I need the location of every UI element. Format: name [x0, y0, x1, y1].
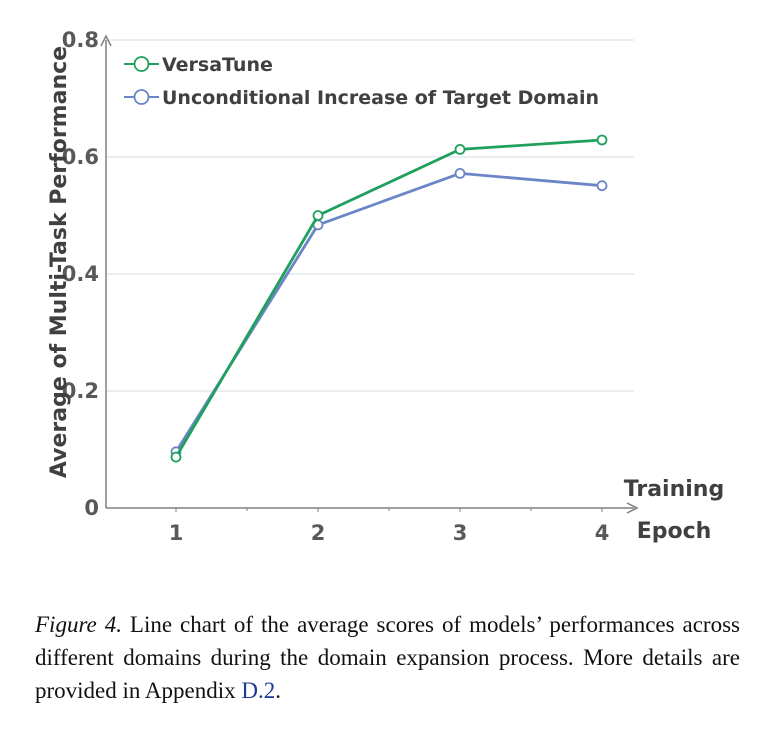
y-tick-label: 0.4: [62, 262, 99, 286]
line-chart: 0 0.2 0.4 0.6 0.8 1 2 3 4 Average of Multi-Task…: [47, 28, 724, 545]
data-point: [596, 180, 608, 192]
y-tick-label: 0: [84, 496, 99, 520]
figure-caption: Figure 4. Line chart of the average scor…: [35, 608, 740, 707]
y-tick-label: 0.8: [62, 28, 99, 52]
data-point: [312, 210, 324, 221]
x-tick-label: 3: [453, 521, 468, 545]
gridlines: [106, 39, 634, 392]
x-axis-title-line2: Epoch: [637, 519, 712, 544]
series-line: [174, 138, 603, 458]
data-point: [596, 134, 608, 146]
y-tick-labels: 0 0.2 0.4 0.6 0.8: [62, 28, 99, 520]
caption-label: Figure 4.: [35, 612, 122, 637]
x-tick-label: 1: [169, 521, 184, 545]
y-tick-label: 0.6: [62, 145, 99, 169]
series-group: [170, 134, 608, 463]
series-group: [170, 167, 608, 458]
x-tick-label: 2: [311, 521, 326, 545]
x-axis-arrow: [626, 502, 639, 514]
series-line: [174, 171, 603, 453]
x-axis-title-line1: Training: [624, 477, 724, 502]
legend-label: Unconditional Increase of Target Domain: [162, 87, 599, 109]
data-point: [454, 167, 466, 179]
caption-end: .: [275, 678, 281, 703]
legend-marker: [133, 56, 150, 72]
x-tick-labels: 1 2 3 4: [169, 508, 610, 545]
data-point: [454, 143, 466, 155]
legend-marker: [133, 89, 150, 105]
caption-text: Line chart of the average scores of mode…: [35, 612, 740, 703]
data-series: [170, 134, 608, 463]
legend: VersaTune Unconditional Increase of Targe…: [124, 54, 599, 109]
y-axis-title: Average of Multi-Task Performance: [47, 46, 72, 478]
appendix-link[interactable]: D.2: [241, 678, 276, 703]
legend-label: VersaTune: [162, 54, 273, 76]
x-tick-label: 4: [595, 521, 610, 545]
y-tick-label: 0.2: [62, 379, 99, 403]
y-axis-arrow: [100, 34, 112, 47]
data-point: [170, 451, 182, 463]
